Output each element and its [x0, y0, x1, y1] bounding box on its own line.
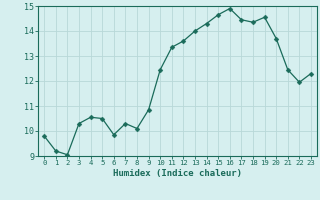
- X-axis label: Humidex (Indice chaleur): Humidex (Indice chaleur): [113, 169, 242, 178]
